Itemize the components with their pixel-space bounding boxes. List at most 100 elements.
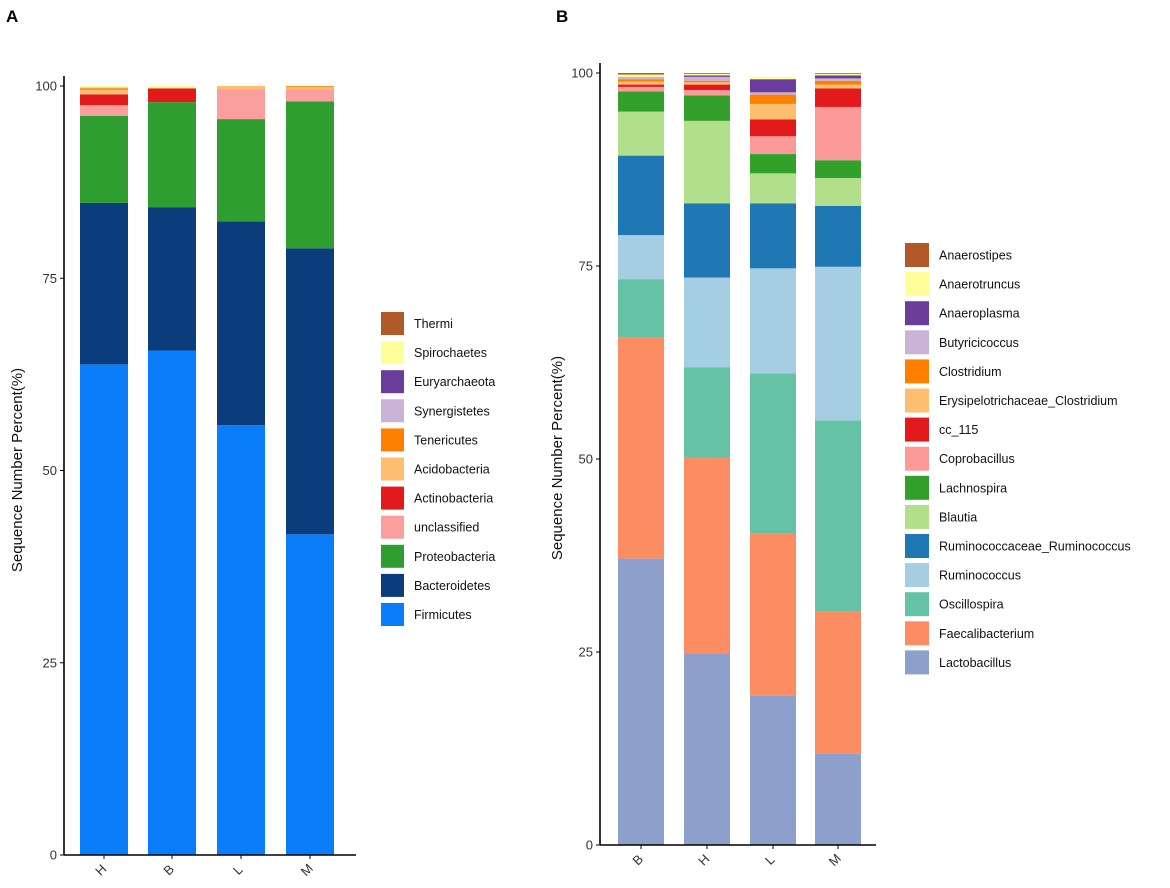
legend-swatch [905,388,929,413]
legend-swatch [381,515,404,539]
bar-segment-b-lactobacillus [618,558,664,845]
x-tick-label-b: B [629,851,646,868]
y-tick-label: 25 [579,645,593,660]
bar-segment-h-firmicutes [80,364,128,855]
bar-segment-m-proteobacteria [286,101,334,249]
y-tick-label: 100 [571,66,593,81]
legend-swatch [905,650,929,675]
bar-segment-l-ruminococcus [750,268,796,374]
legend-label: Actinobacteria [414,492,493,506]
y-axis-title: Sequence Number Percent(%) [549,356,566,560]
bar-segment-m-unclassified [286,89,334,102]
legend-swatch [905,475,929,500]
bar-segment-m-firmicutes [286,534,334,855]
legend-swatch [381,370,404,394]
legend-swatch [905,592,929,617]
x-tick-label-m: M [826,851,844,869]
bar-segment-m-lactobacillus [815,753,861,845]
bar-segment-m-anaeroplasma [815,75,861,79]
bar-segment-h-erysipelotrichaceae-clostridium [684,82,730,85]
y-tick-label: 50 [579,452,593,467]
bar-segment-h-unclassified [80,105,128,116]
bar-segment-m-ruminococcus [815,266,861,421]
bar-segment-b-ruminococcaceae-ruminococcus [618,155,664,236]
bar-segment-l-anaeroplasma [750,79,796,93]
y-tick-label: 75 [579,259,593,274]
y-tick-label: 100 [35,79,57,94]
bar-segment-b-actinobacteria [148,88,196,103]
bar-segment-h-acidobacteria [80,89,128,95]
bar-segment-l-unclassified [217,89,265,120]
legend-label: Clostridium [939,365,1002,379]
bar-segment-h-anaerotruncus [684,73,730,76]
bar-segment-h-synergistetes [80,87,128,89]
legend-label: Bacteroidetes [414,579,490,593]
bar-segment-l-lachnospira [750,154,796,174]
bar-segment-l-butyricicoccus [750,92,796,95]
legend-label: Ruminococcus [939,569,1021,583]
chart-panel-a: A 0 25 50 75 100 H B L M Sequence Number Percent(%… [6,7,495,879]
legend-swatch [381,544,404,568]
bar-segment-m-lachnospira [815,160,861,178]
legend-swatch [905,243,929,267]
legend-swatch [905,330,929,355]
bar-segment-h-spirochaetes [80,86,128,88]
bar-segment-m-anaerotruncus [815,73,861,76]
y-tick-label: 50 [43,463,57,478]
bar-segment-b-cc-115 [618,84,664,87]
bar-segment-b-ruminococcus [618,235,664,280]
bar-segment-l-cc-115 [750,119,796,137]
bar-segment-h-lachnospira [684,95,730,121]
legend-label: Euryarchaeota [414,375,495,389]
bar-segment-h-anaeroplasma [684,75,730,77]
x-tick-label-l: L [230,862,246,878]
bar-segment-l-firmicutes [217,425,265,855]
legend-swatch [381,573,404,597]
legend-label: Lachnospira [939,481,1007,495]
bar-segment-l-bacteroidetes [217,221,265,426]
bar-segment-b-clostridium [618,79,664,82]
y-tick-label: 25 [43,655,57,670]
legend: Anaerostipes Anaerotruncus Anaeroplasma But… [905,243,1131,675]
x-tick-label-h: H [695,851,712,868]
legend-label: Butyricicoccus [939,336,1019,350]
legend-label: Anaeroplasma [939,307,1020,321]
bar-segment-b-butyricicoccus [618,76,664,80]
bar-segment-h-bacteroidetes [80,202,128,365]
legend: Thermi Spirochaetes Euryarchaeota Synergist… [381,312,495,626]
bar-segment-b-blautia [618,111,664,156]
bar-segment-h-tenericutes [80,88,128,90]
legend-label: Erysipelotrichaceae_Clostridium [939,394,1118,408]
legend-label: Coprobacillus [939,452,1015,466]
bar-segment-h-actinobacteria [80,94,128,106]
y-tick-label: 0 [586,838,593,853]
legend-label: Tenericutes [414,433,478,447]
bar-segment-l-erysipelotrichaceae-clostridium [750,103,796,120]
legend-label: Acidobacteria [414,463,490,477]
bar-segment-h-butyricicoccus [684,76,730,81]
bar-segment-l-oscillospira [750,373,796,534]
bar-segment-m-erysipelotrichaceae-clostridium [815,84,861,89]
legend-label: unclassified [414,521,479,535]
x-tick-label-l: L [762,852,778,868]
x-tick-label-b: B [160,861,177,878]
legend-swatch [381,486,404,510]
bar-segment-h-blautia [684,120,730,204]
legend-label: Proteobacteria [414,550,495,564]
bar-segment-m-tenericutes [286,86,334,87]
bar-segment-b-bacteroidetes [148,207,196,351]
legend-swatch [381,428,404,452]
legend-label: Blautia [939,510,977,524]
bar-segment-m-oscillospira [815,420,861,612]
bar-segment-m-anaerostipes [815,73,861,74]
legend-label: Oscillospira [939,598,1004,612]
bar-segment-b-faecalibacterium [618,337,664,559]
y-tick-label: 0 [50,848,57,863]
legend-label: Thermi [414,317,453,331]
bar-segment-b-lachnospira [618,91,664,112]
legend-label: cc_115 [939,423,978,437]
bar-segment-h-coprobacillus [684,89,730,96]
legend-label: Lactobacillus [939,656,1011,670]
bar-segment-h-ruminococcus [684,277,730,368]
bar-segment-h-clostridium [684,80,730,83]
